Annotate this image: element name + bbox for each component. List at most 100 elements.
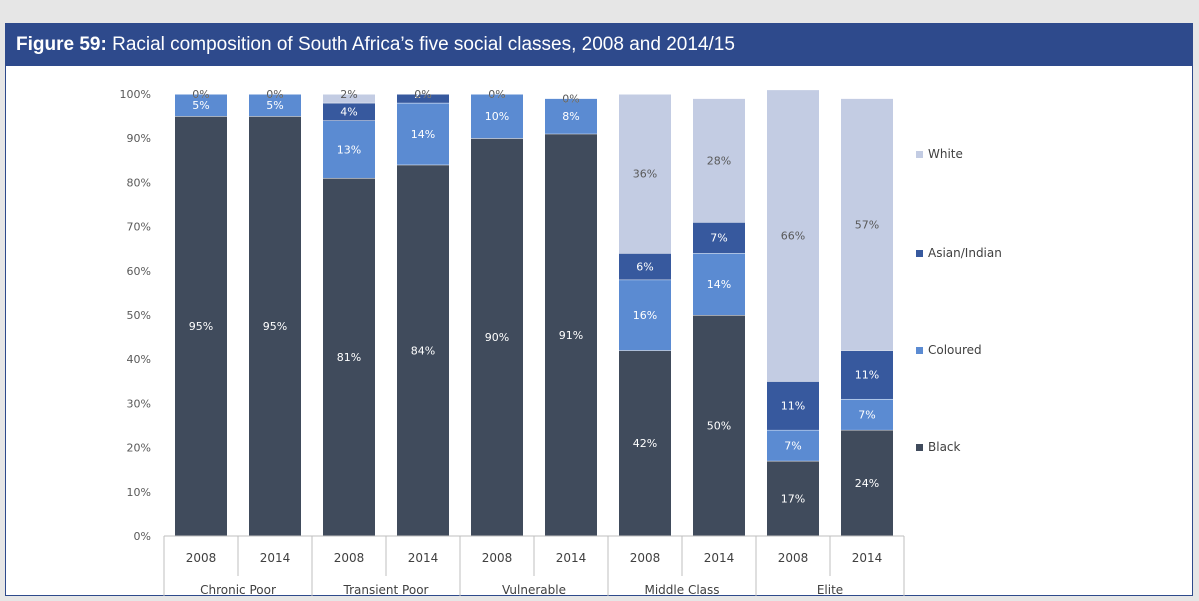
y-tick-label: 90% (127, 132, 151, 145)
legend-swatch (916, 151, 923, 158)
bar-segment-coloured (249, 94, 301, 117)
data-label: 7% (784, 439, 801, 452)
y-tick-label: 80% (127, 176, 151, 189)
data-label: 36% (633, 168, 657, 181)
bar-segment-asian-indian (767, 381, 819, 430)
x-tick-label-year: 2008 (630, 551, 661, 565)
x-group-label: Vulnerable (502, 583, 566, 596)
bar-segment-black (397, 164, 449, 536)
data-label: 14% (707, 278, 731, 291)
data-label: 50% (707, 420, 731, 433)
bar-segment-black (471, 138, 523, 536)
data-label: 8% (562, 110, 579, 123)
bar-segment-black (841, 429, 893, 536)
y-tick-label: 50% (127, 309, 151, 322)
legend-label: Asian/Indian (928, 246, 1002, 260)
bar-segment-coloured (323, 120, 375, 178)
y-tick-label: 10% (127, 486, 151, 499)
x-tick-label-year: 2008 (482, 551, 513, 565)
data-label: 11% (781, 400, 805, 413)
bar-segment-coloured (841, 398, 893, 430)
data-label: 0% (192, 88, 209, 101)
bar-segment-black (693, 315, 745, 536)
data-label: 5% (266, 99, 283, 112)
figure-label: Figure 59: (16, 34, 107, 55)
data-label: 95% (189, 320, 213, 333)
legend-swatch (916, 444, 923, 451)
data-label: 0% (266, 88, 283, 101)
bar-segment-coloured (619, 279, 671, 351)
x-tick-label-year: 2008 (778, 551, 809, 565)
bar-segment-asian-indian (397, 94, 449, 103)
data-label: 10% (485, 110, 509, 123)
data-label: 6% (636, 260, 653, 273)
data-label: 24% (855, 477, 879, 490)
data-label: 0% (488, 88, 505, 101)
y-tick-label: 20% (127, 442, 151, 455)
bar-segment-black (619, 350, 671, 536)
bar-segment-coloured (471, 94, 523, 139)
data-label: 7% (858, 408, 875, 421)
y-tick-label: 0% (134, 530, 151, 543)
data-label: 13% (337, 143, 361, 156)
bar-segment-asian-indian (841, 350, 893, 399)
x-tick-label-year: 2014 (408, 551, 439, 565)
bar-segment-coloured (175, 94, 227, 117)
data-label: 81% (337, 351, 361, 364)
figure-panel: Figure 59: Racial composition of South A… (5, 23, 1193, 601)
data-label: 2% (414, 88, 431, 101)
x-group-label: Chronic Poor (200, 583, 276, 596)
bar-segment-black (175, 116, 227, 536)
data-label: 42% (633, 437, 657, 450)
data-label: 0% (488, 88, 505, 101)
x-tick-label-year: 2014 (556, 551, 587, 565)
y-tick-label: 40% (127, 353, 151, 366)
y-tick-label: 30% (127, 397, 151, 410)
legend-swatch (916, 347, 923, 354)
data-label: 57% (855, 218, 879, 231)
bar-segment-coloured (767, 429, 819, 461)
bar-segment-black (323, 177, 375, 536)
data-label: 17% (781, 492, 805, 505)
x-group-label: Transient Poor (343, 583, 429, 596)
bar-segment-coloured (545, 98, 597, 134)
data-label: 5% (192, 99, 209, 112)
x-tick-label-year: 2008 (334, 551, 365, 565)
stacked-bar-chart: 0%10%20%30%40%50%60%70%80%90%100%95%5%0%… (120, 88, 1002, 601)
data-label: 91% (559, 329, 583, 342)
x-group-label: Middle Class (644, 583, 719, 596)
data-label: 66% (781, 229, 805, 242)
data-label: 84% (411, 344, 435, 357)
x-tick-label-year: 2008 (186, 551, 217, 565)
data-label: 7% (710, 232, 727, 245)
y-tick-label: 70% (127, 221, 151, 234)
bar-segment-white (619, 94, 671, 254)
bar-segment-asian-indian (693, 222, 745, 254)
x-tick-label-year: 2014 (852, 551, 883, 565)
figure-header: Figure 59: Racial composition of South A… (6, 24, 1192, 66)
data-label: 2% (340, 88, 357, 101)
bar-segment-coloured (397, 102, 449, 165)
bar-segment-white (767, 89, 819, 382)
x-tick-label-year: 2014 (260, 551, 291, 565)
data-label: 0% (414, 88, 431, 101)
data-label: 28% (707, 154, 731, 167)
bar-segment-white (693, 98, 745, 223)
bar-segment-asian-indian (323, 102, 375, 121)
legend-label: Black (928, 440, 961, 454)
bar-segment-coloured (693, 253, 745, 315)
bar-segment-black (545, 133, 597, 536)
bar-segment-white (323, 94, 375, 103)
bar-segment-black (249, 116, 301, 536)
data-label: 95% (263, 320, 287, 333)
data-label: 4% (340, 106, 357, 119)
y-tick-label: 100% (120, 88, 151, 101)
legend-label: White (928, 147, 963, 161)
data-label: 90% (485, 331, 509, 344)
legend-swatch (916, 250, 923, 257)
legend-label: Coloured (928, 343, 982, 357)
x-group-label: Elite (817, 583, 843, 596)
bar-segment-white (841, 98, 893, 351)
figure-title: Racial composition of South Africa’s fiv… (112, 34, 735, 55)
x-tick-label-year: 2014 (704, 551, 735, 565)
